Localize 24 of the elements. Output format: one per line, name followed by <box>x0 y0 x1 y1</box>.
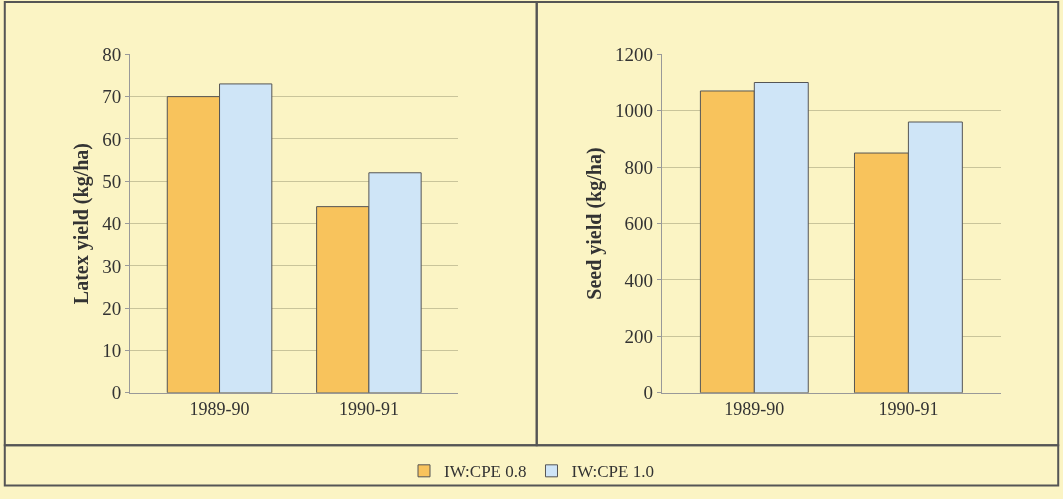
legend-label: IW:CPE 1.0 <box>571 462 654 482</box>
y-tick-label: 50 <box>102 170 122 192</box>
y-tick-label: 70 <box>102 86 122 108</box>
y-tick-label: 1000 <box>615 100 654 122</box>
y-tick-label: 60 <box>102 128 122 150</box>
y-tick-label: 30 <box>102 255 122 277</box>
y-tick-label: 40 <box>102 213 122 235</box>
y-tick-label: 200 <box>624 326 654 348</box>
y-tick-label: 20 <box>102 297 122 319</box>
y-tick-label: 1200 <box>615 43 654 65</box>
x-tick-label: 1990-91 <box>878 399 939 420</box>
y-tick-label: 600 <box>624 213 654 235</box>
y-tick-label: 400 <box>624 269 654 291</box>
x-tick-label: 1989-90 <box>724 399 785 420</box>
y-tick-label: 0 <box>111 382 122 404</box>
y-tick-label: 10 <box>102 340 122 362</box>
y-axis-title: Latex yield (kg/ha) <box>69 143 93 305</box>
y-tick-label: 80 <box>102 43 122 65</box>
y-axis-title: Seed yield (kg/ha) <box>582 147 606 300</box>
x-tick-label: 1990-91 <box>338 399 399 420</box>
x-tick-label: 1989-90 <box>189 399 250 420</box>
legend-label: IW:CPE 0.8 <box>444 462 527 482</box>
y-tick-label: 800 <box>624 156 654 178</box>
y-tick-label: 0 <box>643 382 654 404</box>
